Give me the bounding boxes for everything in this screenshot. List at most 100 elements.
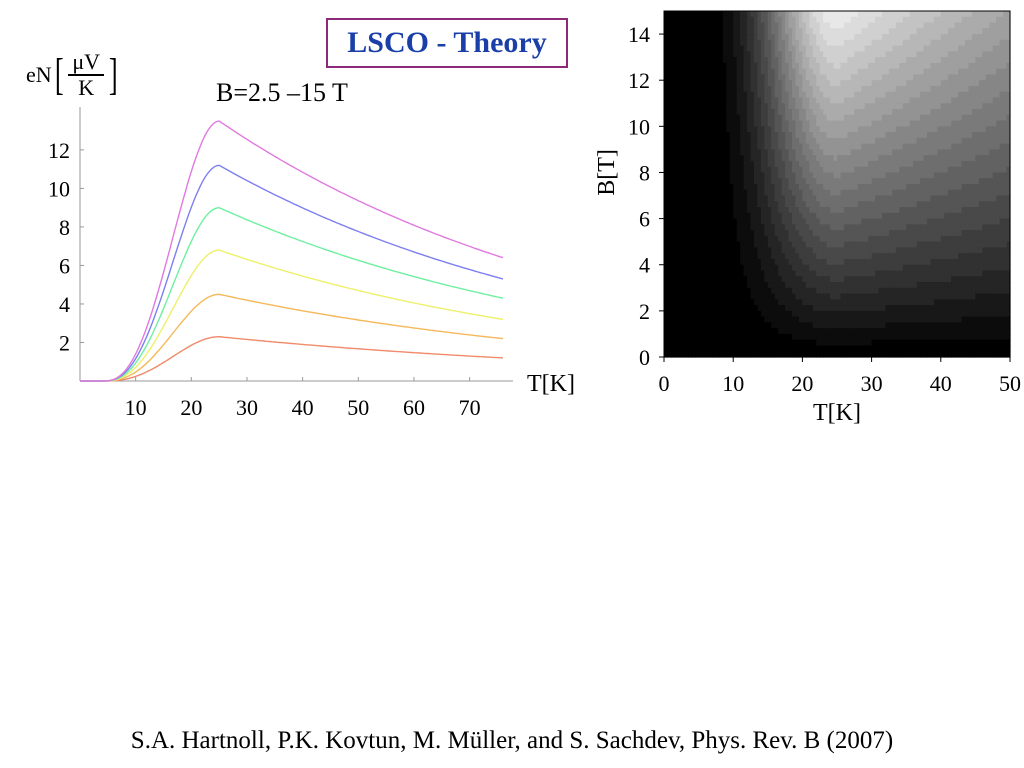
heatmap-cell bbox=[982, 103, 987, 110]
heatmap-cell bbox=[1006, 74, 1011, 81]
heatmap-cell bbox=[847, 201, 852, 208]
heatmap-cell bbox=[726, 276, 731, 283]
heatmap-cell bbox=[688, 189, 693, 197]
heatmap-cell bbox=[812, 195, 817, 202]
heatmap-cell bbox=[854, 11, 859, 18]
heatmap-cell bbox=[951, 45, 956, 52]
heatmap-cell bbox=[840, 178, 845, 185]
heatmap-cell bbox=[868, 39, 873, 47]
heatmap-cell bbox=[913, 34, 918, 41]
heatmap-cell bbox=[961, 264, 966, 272]
heatmap-cell bbox=[757, 293, 762, 300]
heatmap-cell bbox=[708, 172, 714, 179]
heatmap-cell bbox=[726, 270, 731, 277]
heatmap-cell bbox=[888, 97, 893, 104]
heatmap-cell bbox=[885, 253, 890, 260]
heatmap-cell bbox=[826, 166, 831, 174]
heatmap-cell bbox=[850, 62, 855, 70]
heatmap-cell bbox=[899, 45, 904, 52]
heatmap-cell bbox=[743, 241, 748, 249]
heatmap-cell bbox=[982, 207, 987, 214]
heatmap-cell bbox=[722, 109, 727, 116]
heatmap-cell bbox=[930, 247, 935, 254]
heatmap-cell bbox=[743, 45, 748, 52]
heatmap-cell bbox=[712, 282, 717, 289]
heatmap-cell bbox=[902, 212, 907, 220]
heatmap-cell bbox=[736, 109, 741, 116]
heatmap-cell bbox=[864, 184, 869, 191]
heatmap-cell bbox=[677, 201, 682, 208]
heatmap-cell bbox=[705, 120, 710, 127]
heatmap-cell bbox=[899, 172, 904, 179]
heatmap-cell bbox=[875, 91, 880, 99]
heatmap-cell bbox=[906, 201, 911, 208]
heatmap-cell bbox=[906, 235, 911, 243]
heatmap-cell bbox=[888, 247, 893, 254]
heatmap-cell bbox=[747, 287, 752, 295]
heatmap-cell bbox=[975, 160, 980, 168]
heatmap-cell bbox=[802, 195, 807, 202]
heatmap-cell bbox=[771, 247, 776, 254]
heatmap-cell bbox=[764, 62, 769, 70]
heatmap-cell bbox=[722, 51, 727, 58]
heatmap-cell bbox=[764, 22, 769, 29]
heatmap-cell bbox=[978, 155, 983, 162]
heatmap-cell bbox=[1003, 103, 1008, 110]
heatmap-cell bbox=[971, 91, 976, 99]
heatmap-cell bbox=[885, 178, 890, 185]
heatmap-cell bbox=[854, 241, 859, 249]
heatmap-cell bbox=[985, 276, 990, 283]
heatmap-cell bbox=[664, 270, 669, 277]
heatmap-cell bbox=[926, 45, 932, 52]
heatmap-cell bbox=[996, 149, 1001, 156]
heatmap-cell bbox=[677, 126, 682, 133]
heatmap-cell bbox=[906, 189, 911, 197]
heatmap-cell bbox=[708, 51, 714, 58]
heatmap-cell bbox=[840, 126, 845, 133]
heatmap-cell bbox=[1003, 172, 1008, 179]
heatmap-cell bbox=[916, 85, 921, 93]
heatmap-cell bbox=[878, 34, 883, 41]
heatmap-cell bbox=[875, 166, 880, 174]
heatmap-cell bbox=[684, 74, 689, 81]
heatmap-cell bbox=[688, 247, 693, 254]
heatmap-cell bbox=[906, 28, 911, 35]
heatmap-cell bbox=[785, 11, 790, 18]
heatmap-cell bbox=[771, 264, 776, 272]
heatmap-cell bbox=[868, 57, 873, 64]
heatmap-cell bbox=[958, 34, 963, 41]
heatmap-cell bbox=[833, 91, 838, 99]
heatmap-cell bbox=[881, 230, 887, 237]
heatmap-cell bbox=[753, 28, 759, 35]
heatmap-cell bbox=[708, 57, 714, 64]
heatmap-cell bbox=[843, 28, 848, 35]
heatmap-cell bbox=[733, 11, 738, 18]
heatmap-cell bbox=[951, 189, 956, 197]
heatmap-cell bbox=[899, 149, 904, 156]
heatmap-cell bbox=[802, 149, 807, 156]
heatmap-cell bbox=[798, 287, 803, 295]
heatmap-cell bbox=[819, 85, 824, 93]
heatmap-cell bbox=[871, 109, 876, 116]
heatmap-cell bbox=[819, 11, 824, 18]
heatmap-cell bbox=[688, 85, 693, 93]
heatmap-cell bbox=[802, 74, 807, 81]
heatmap-cell bbox=[992, 11, 997, 18]
heatmap-cell bbox=[695, 201, 700, 208]
heatmap-cell bbox=[951, 22, 956, 29]
heatmap-cell bbox=[812, 109, 817, 116]
heatmap-cell bbox=[712, 22, 717, 29]
heatmap-cell bbox=[861, 276, 866, 283]
heatmap-cell bbox=[736, 120, 741, 127]
heatmap-cell bbox=[722, 74, 727, 81]
heatmap-cell bbox=[982, 224, 987, 231]
heatmap-cell bbox=[847, 143, 852, 150]
heatmap-cell bbox=[861, 207, 866, 214]
heatmap-cell bbox=[670, 258, 675, 266]
heatmap-cell bbox=[722, 62, 727, 70]
heatmap-cell bbox=[843, 137, 848, 145]
heatmap-cell bbox=[674, 224, 679, 231]
heatmap-cell bbox=[885, 184, 890, 191]
heatmap-cell bbox=[1006, 230, 1011, 237]
